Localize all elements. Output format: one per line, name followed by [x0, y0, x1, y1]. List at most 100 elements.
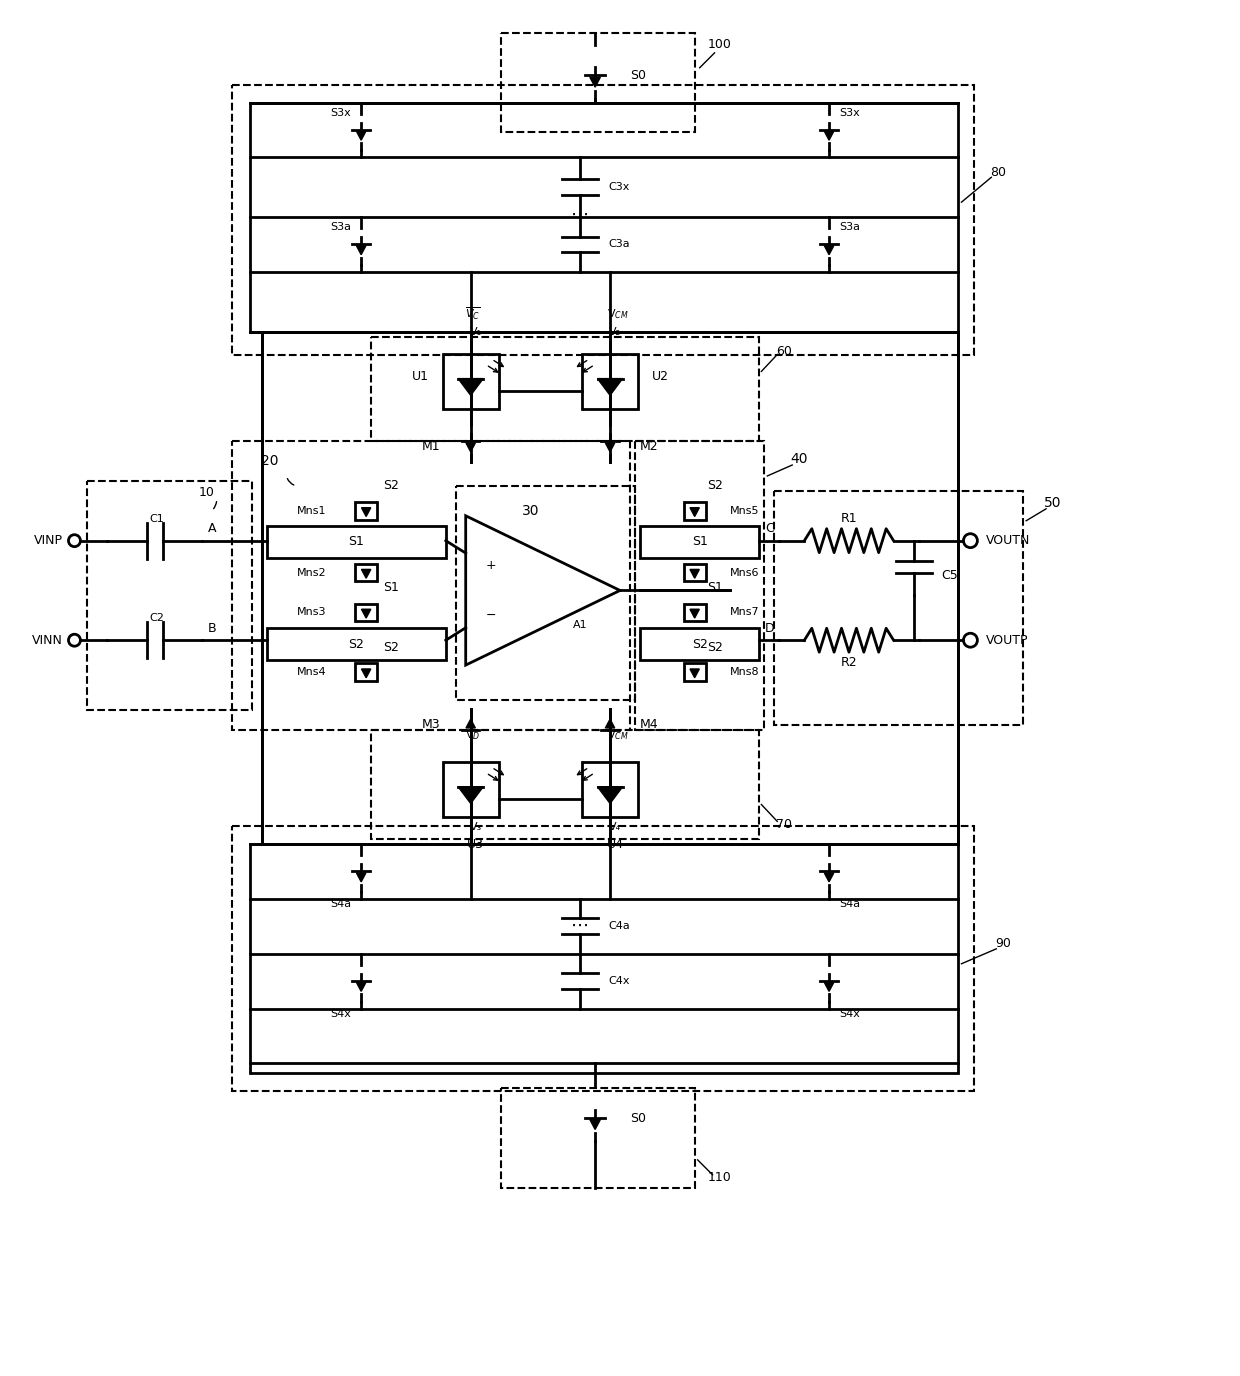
- Text: S3x: S3x: [839, 107, 859, 117]
- Bar: [640, 629, 759, 660]
- Text: Mns8: Mns8: [729, 667, 759, 677]
- Text: S2: S2: [707, 479, 723, 493]
- Text: S3a: S3a: [330, 222, 351, 233]
- Text: Mns4: Mns4: [296, 667, 326, 677]
- Text: V₃: V₃: [470, 823, 482, 832]
- Text: M2: M2: [640, 439, 658, 453]
- Polygon shape: [362, 570, 371, 578]
- Bar: [371, 337, 759, 442]
- Bar: [249, 845, 959, 1073]
- Text: V$_{CM}$: V$_{CM}$: [608, 307, 629, 321]
- Text: C4x: C4x: [608, 976, 630, 985]
- Text: VOUTN: VOUTN: [986, 534, 1030, 548]
- Text: C5: C5: [941, 570, 959, 582]
- Text: C3a: C3a: [608, 239, 630, 249]
- Text: R2: R2: [841, 655, 857, 669]
- Bar: [683, 604, 706, 621]
- Text: A1: A1: [573, 621, 588, 630]
- Polygon shape: [689, 508, 699, 516]
- Bar: [267, 526, 446, 557]
- Text: 90: 90: [996, 937, 1011, 951]
- Bar: [640, 526, 759, 557]
- Bar: [232, 85, 975, 355]
- Bar: [371, 729, 759, 839]
- Polygon shape: [357, 131, 366, 140]
- Text: C: C: [765, 523, 774, 535]
- Text: 110: 110: [708, 1171, 732, 1185]
- Bar: [635, 442, 764, 729]
- Bar: [355, 604, 377, 621]
- Bar: [683, 564, 706, 581]
- Text: V₂: V₂: [609, 326, 621, 337]
- Polygon shape: [605, 443, 615, 451]
- Polygon shape: [466, 720, 475, 728]
- Text: ⋯: ⋯: [572, 916, 589, 934]
- Bar: [443, 354, 498, 409]
- Text: S3x: S3x: [330, 107, 351, 117]
- Bar: [355, 502, 377, 520]
- Text: $\overline{V_C}$: $\overline{V_C}$: [465, 305, 480, 322]
- Polygon shape: [598, 378, 622, 395]
- Text: S4a: S4a: [839, 899, 861, 910]
- Bar: [232, 827, 975, 1091]
- Text: M3: M3: [422, 718, 440, 731]
- Bar: [501, 1088, 694, 1187]
- Text: C2: C2: [150, 614, 165, 623]
- Polygon shape: [590, 77, 600, 87]
- Polygon shape: [362, 669, 371, 678]
- Text: Mns7: Mns7: [729, 607, 759, 618]
- Text: S4a: S4a: [330, 899, 351, 910]
- Text: 80: 80: [991, 166, 1007, 179]
- Text: Mns2: Mns2: [296, 567, 326, 578]
- Text: S2: S2: [383, 641, 399, 654]
- Polygon shape: [598, 787, 622, 804]
- Text: C3x: C3x: [608, 182, 630, 193]
- Text: R1: R1: [841, 512, 857, 526]
- Bar: [582, 762, 637, 817]
- Text: S0: S0: [630, 1112, 646, 1124]
- Text: V$_D$: V$_D$: [465, 728, 480, 742]
- Text: V$_{CM}$: V$_{CM}$: [608, 728, 629, 742]
- Text: S4x: S4x: [330, 1009, 351, 1018]
- Bar: [582, 354, 637, 409]
- Polygon shape: [466, 443, 475, 451]
- Text: S1: S1: [692, 535, 708, 548]
- Text: −: −: [485, 608, 496, 622]
- Polygon shape: [357, 872, 366, 882]
- Bar: [501, 33, 694, 132]
- Polygon shape: [689, 610, 699, 618]
- Text: 60: 60: [776, 345, 792, 358]
- Bar: [774, 491, 1023, 725]
- Text: U4: U4: [606, 838, 624, 850]
- Text: VINP: VINP: [33, 534, 62, 548]
- Bar: [87, 482, 252, 710]
- Polygon shape: [605, 720, 615, 728]
- Polygon shape: [357, 982, 366, 991]
- Bar: [355, 663, 377, 681]
- Text: U3: U3: [467, 838, 484, 850]
- Polygon shape: [689, 669, 699, 678]
- Text: VINN: VINN: [32, 634, 62, 647]
- Text: +: +: [485, 559, 496, 572]
- Polygon shape: [590, 1120, 600, 1130]
- Text: V₄: V₄: [609, 823, 621, 832]
- Text: 70: 70: [776, 817, 792, 831]
- Text: 100: 100: [708, 39, 732, 51]
- Bar: [443, 762, 498, 817]
- Text: S2: S2: [348, 637, 365, 651]
- Bar: [249, 103, 959, 332]
- Text: Mns3: Mns3: [296, 607, 326, 618]
- Text: A: A: [207, 523, 216, 535]
- Text: S2: S2: [383, 479, 399, 493]
- Polygon shape: [689, 570, 699, 578]
- Bar: [232, 442, 630, 729]
- Polygon shape: [357, 246, 366, 255]
- Text: Mns6: Mns6: [729, 567, 759, 578]
- Text: U2: U2: [652, 370, 668, 383]
- Text: S1: S1: [348, 535, 365, 548]
- Polygon shape: [458, 378, 484, 395]
- Text: C1: C1: [150, 513, 165, 524]
- Text: S2: S2: [692, 637, 708, 651]
- Text: S3a: S3a: [839, 222, 861, 233]
- Polygon shape: [825, 131, 833, 140]
